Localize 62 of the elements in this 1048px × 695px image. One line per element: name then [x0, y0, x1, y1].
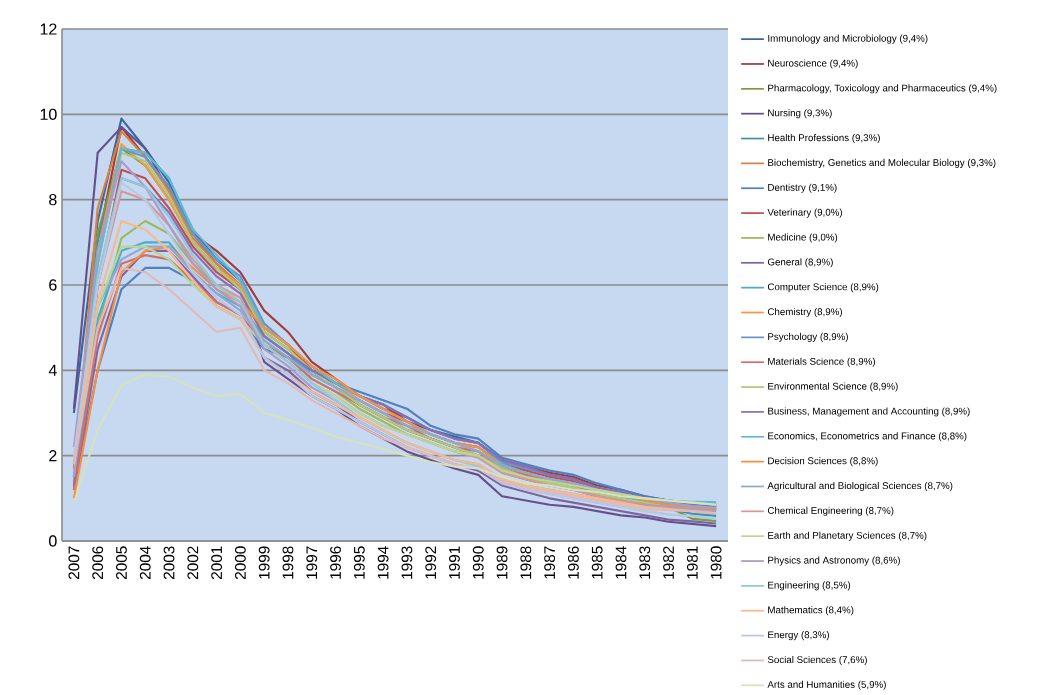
x-tick-label: 2004 — [139, 546, 151, 579]
x-tick-label: 1991 — [449, 546, 460, 579]
y-tick-label: 12 — [40, 23, 57, 35]
x-tick-label: 1996 — [330, 546, 341, 579]
legend-label: Engineering (8,5%) — [768, 581, 851, 591]
y-tick-label: 6 — [49, 279, 57, 291]
x-tick-label: 2005 — [116, 546, 127, 579]
x-tick-label: 1980 — [710, 546, 722, 579]
legend-label: Psychology (8,9%) — [768, 332, 848, 342]
x-tick-label: 1981 — [686, 546, 698, 579]
legend-label: Business, Management and Accounting (8,9%) — [768, 407, 970, 417]
x-tick-label: 1990 — [472, 546, 484, 579]
legend-label: Social Sciences (7,6%) — [767, 655, 867, 665]
x-tick-label: 1999 — [258, 546, 270, 579]
x-tick-label: 1985 — [591, 546, 603, 579]
x-tick-label: 1984 — [615, 546, 627, 579]
legend-label: Energy (8,3%) — [768, 631, 830, 641]
x-tick-label: 1983 — [639, 546, 651, 579]
x-tick-label: 2007 — [68, 546, 80, 579]
x-tick-label: 1998 — [282, 546, 294, 579]
x-tick-label: 1992 — [425, 546, 437, 579]
y-tick-label: 0 — [49, 535, 57, 547]
legend-label: Immunology and Microbiology (9,4%) — [768, 34, 928, 44]
x-tick-label: 2001 — [211, 546, 223, 579]
x-tick-label: 1989 — [496, 546, 508, 579]
x-tick-label: 2002 — [187, 546, 199, 579]
y-tick-label: 10 — [40, 108, 57, 120]
x-tick-label: 2003 — [163, 546, 175, 579]
x-tick-label: 1997 — [306, 546, 318, 579]
x-tick-label: 1982 — [663, 546, 674, 579]
legend-label: Medicine (9,0%) — [768, 233, 838, 243]
y-tick-label: 8 — [49, 193, 57, 206]
x-tick-label: 1995 — [353, 546, 365, 579]
legend-label: Earth and Planetary Sciences (8,7%) — [768, 531, 927, 541]
x-tick-label: 1986 — [567, 546, 579, 579]
legend-label: Materials Science (8,9%) — [768, 357, 875, 367]
legend-label: General (8,9%) — [767, 258, 833, 268]
legend-label: Decision Sciences (8,8%) — [768, 457, 878, 467]
legend-label: Physics and Astronomy (8,6%) — [768, 556, 900, 566]
legend-label: Biochemistry, Genetics and Molecular Biology (9,3%) — [768, 158, 996, 168]
legend-label: Neuroscience (9,4%) — [768, 59, 858, 69]
x-tick-label: 1994 — [377, 546, 389, 579]
legend-label: Chemistry (8,9%) — [767, 307, 842, 317]
legend-label: Arts and Humanities (5,9%) — [767, 680, 886, 690]
x-tick-label: 2000 — [234, 546, 246, 579]
legend-label: Pharmacology, Toxicology and Pharmaceutics (9,4%) — [768, 84, 997, 94]
legend-label: Mathematics (8,4%) — [768, 606, 854, 616]
legend-label: Agricultural and Biological Sciences (8,7%) — [767, 481, 953, 491]
x-tick-label: 2006 — [92, 546, 104, 579]
x-tick-label: 1988 — [520, 546, 532, 579]
x-tick-label: 1993 — [401, 546, 413, 579]
legend-label: Economics, Econometrics and Finance (8,8%) — [768, 432, 967, 442]
y-tick-label: 4 — [48, 364, 57, 376]
legend-label: Computer Science (8,9%) — [767, 283, 879, 293]
legend-label: Veterinary (9,0%) — [767, 208, 842, 218]
legend-label: Health Professions (9,3%) — [768, 133, 880, 143]
y-tick-label: 2 — [49, 450, 57, 462]
x-tick-label: 1987 — [544, 546, 556, 579]
legend-label: Environmental Science (8,9%) — [768, 382, 898, 392]
legend-label: Nursing (9,3%) — [768, 109, 832, 119]
legend-label: Chemical Engineering (8,7%) — [767, 506, 894, 516]
legend-label: Dentistry (9,1%) — [768, 183, 837, 193]
